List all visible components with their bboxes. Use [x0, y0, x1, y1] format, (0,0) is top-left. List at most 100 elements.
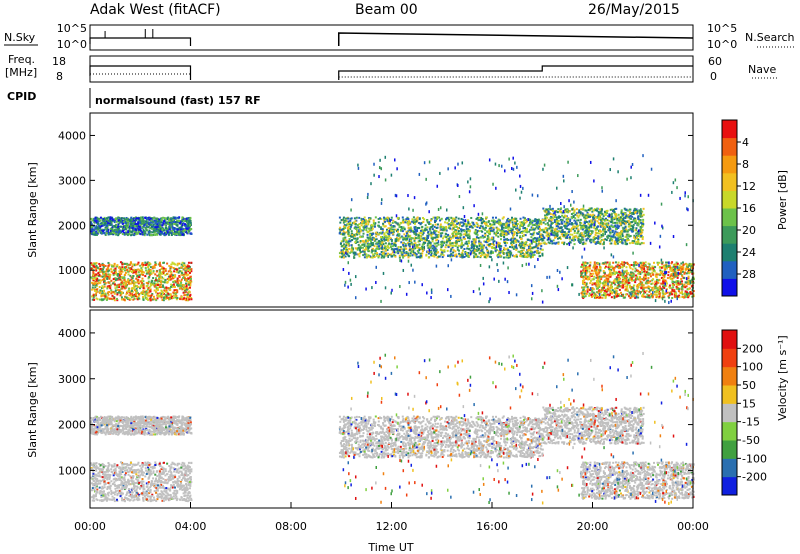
power-echo-cell [107, 232, 110, 235]
power-echo-cell [409, 254, 412, 257]
power-echo-cell [424, 224, 427, 227]
power-echo-cell [132, 287, 135, 290]
power-echo-cell [146, 270, 149, 273]
power-echo-cell [384, 235, 387, 238]
nave-tick-high: 60 [708, 55, 722, 68]
power-echo-cell [116, 228, 119, 231]
power-echo-cell [537, 224, 540, 227]
power-echo-cell [535, 225, 538, 228]
power-echo-cell [443, 235, 446, 238]
power-echo-cell [169, 275, 172, 278]
power-echo-cell [410, 241, 413, 244]
power-echo-cell [135, 270, 138, 273]
power-echo-cell [183, 264, 186, 267]
power-echo-cell [121, 280, 124, 283]
power-echo-cell [106, 217, 109, 220]
power-echo-cell [388, 218, 391, 221]
power-echo-cell [164, 268, 167, 271]
power-echo-cell [187, 283, 190, 286]
power-echo-cell [129, 234, 132, 237]
power-echo-cell [180, 263, 183, 266]
power-echo-cell [397, 252, 400, 255]
power-echo-cell [487, 220, 490, 223]
power-echo-cell [456, 236, 459, 239]
power-echo-cell [172, 227, 175, 230]
power-echo-cell [181, 288, 184, 291]
power-echo-cell [392, 228, 395, 231]
nsky-tick-high: 10^5 [57, 22, 87, 35]
power-echo-cell [350, 235, 353, 238]
power-echo-cell [111, 265, 114, 268]
power-echo-cell [593, 226, 596, 229]
power-echo-cell [368, 218, 371, 221]
power-echo-cell [142, 231, 145, 234]
power-echo-cell [430, 231, 433, 234]
power-echo-cell [340, 240, 343, 243]
power-echo-cell [522, 219, 525, 222]
power-echo-cell [115, 265, 118, 268]
power-echo-cell [187, 229, 190, 232]
power-echo-cell [102, 268, 105, 271]
power-echo-cell [481, 225, 484, 228]
power-echo-cell [115, 233, 118, 236]
power-echo-cell [472, 221, 475, 224]
power-echo-cell [614, 221, 617, 224]
power-echo-cell [423, 237, 426, 240]
power-echo-cell [186, 231, 189, 234]
power-echo-cell [154, 222, 157, 225]
power-echo-cell [513, 231, 516, 234]
power-echo-cell [597, 213, 600, 216]
power-echo-cell [485, 224, 488, 227]
power-echo-cell [170, 295, 173, 298]
nsearch-tick-high: 10^5 [707, 22, 737, 35]
power-echo-cell [407, 227, 410, 230]
power-echo-cell [102, 224, 105, 227]
power-echo-cell [190, 261, 193, 264]
power-echo-cell [511, 246, 514, 249]
power-echo-cell [132, 269, 135, 272]
power-echo-cell [121, 222, 124, 225]
power-echo-cell [394, 221, 397, 224]
power-echo-cell [566, 221, 569, 224]
power-echo-cell [524, 230, 527, 233]
power-echo-cell [348, 255, 351, 258]
power-echo-cell [92, 282, 95, 285]
power-echo-cell [531, 219, 534, 222]
power-echo-cell [484, 240, 487, 243]
power-echo-cell [185, 278, 188, 281]
power-echo-cell [163, 296, 166, 299]
power-echo-cell [479, 219, 482, 222]
power-echo-cell [527, 224, 530, 227]
power-echo-cell [558, 236, 561, 239]
power-echo-cell [185, 227, 188, 230]
power-echo-cell [122, 268, 125, 271]
power-echo-cell [575, 227, 578, 230]
power-echo-cell [92, 231, 95, 234]
power-echo-cell [186, 299, 189, 302]
power-echo-cell [181, 285, 184, 288]
power-echo-cell [137, 297, 140, 300]
power-echo-cell [470, 240, 473, 243]
power-echo-cell [412, 220, 415, 223]
power-echo-cell [491, 251, 494, 254]
power-echo-cell [539, 247, 542, 250]
power-echo-cell [528, 243, 531, 246]
power-echo-cell [124, 225, 127, 228]
power-echo-cell [475, 221, 478, 224]
power-echo-cell [173, 220, 176, 223]
power-echo-cell [414, 237, 417, 240]
power-echo-cell [97, 267, 100, 270]
power-echo-cell [134, 231, 137, 234]
power-echo-cell [104, 222, 107, 225]
power-echo-cell [185, 220, 188, 223]
power-echo-cell [339, 242, 342, 245]
power-echo-cell [190, 232, 193, 235]
power-echo-cell [376, 242, 379, 245]
power-echo-cell [187, 267, 190, 270]
power-echo-cell [127, 290, 130, 293]
power-echo-cell [128, 291, 131, 294]
power-echo-cell [535, 222, 538, 225]
power-echo-cell [508, 223, 511, 226]
power-echo-cell [123, 277, 126, 280]
power-echo-cell [347, 231, 350, 234]
